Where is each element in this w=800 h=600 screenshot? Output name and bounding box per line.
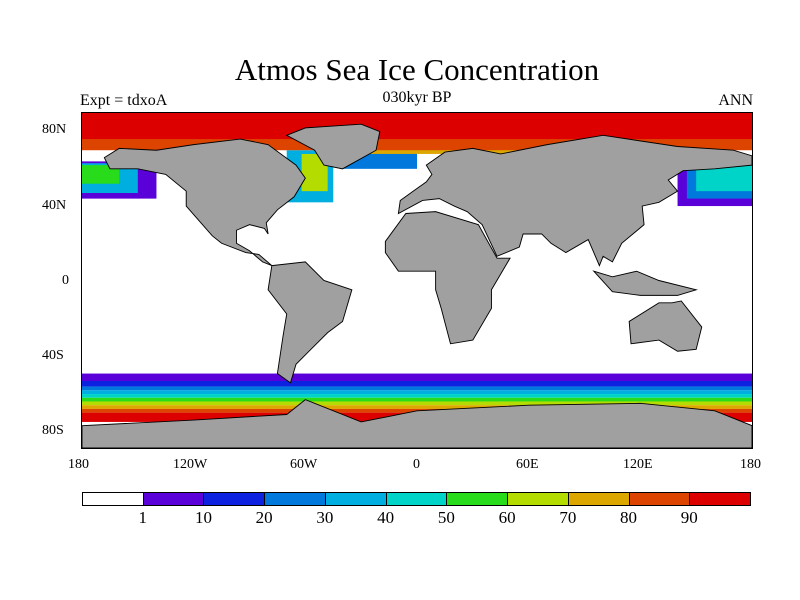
colorbar-label: 70 [559, 508, 577, 527]
colorbar-label: 10 [194, 508, 212, 527]
south-america [267, 261, 353, 384]
experiment-label: Expt = tdxoA [80, 92, 168, 109]
colorbar-label: 50 [437, 508, 455, 527]
plot-subtitle: 030kyr BP [382, 89, 452, 106]
colorbar-box [446, 492, 509, 506]
land [82, 123, 752, 448]
greenland [285, 123, 381, 170]
colorbar-label: 60 [498, 508, 516, 527]
indonesia [592, 270, 698, 296]
colorbar-box [324, 492, 387, 506]
colorbar-label: 20 [255, 508, 273, 527]
colorbar-label: 90 [680, 508, 698, 527]
colorbar-box [385, 492, 448, 506]
colorbar-box [82, 492, 144, 506]
lon-tick-0: 0 [413, 457, 420, 472]
lat-tick-40n: 40N [42, 198, 67, 213]
arctic-sea-ice [82, 113, 752, 207]
antarctica [82, 399, 752, 448]
sea-ice-map [81, 112, 753, 449]
colorbar-box [142, 492, 205, 506]
colorbar-box [507, 492, 569, 506]
lon-tick-60w: 60W [290, 457, 318, 472]
season-label: ANN [718, 92, 753, 109]
colorbar-box [567, 492, 630, 506]
lon-tick-60e: 60E [516, 457, 539, 472]
lon-tick-180e: 180 [740, 457, 761, 472]
north-america [103, 138, 306, 267]
africa [384, 211, 511, 345]
colorbar-box [689, 492, 751, 506]
lon-tick-120w: 120W [173, 457, 208, 472]
plot-title: Atmos Sea Ice Concentration [234, 52, 600, 87]
colorbar-box [264, 492, 326, 506]
colorbar-label: 40 [377, 508, 395, 527]
lon-tick-180w: 180 [68, 457, 89, 472]
lat-tick-40s: 40S [42, 348, 64, 363]
colorbar-box [203, 492, 266, 506]
lat-tick-80s: 80S [42, 423, 64, 438]
colorbar-label: 1 [138, 508, 147, 527]
australia [628, 300, 703, 352]
lat-tick-80n: 80N [42, 122, 67, 137]
colorbar-label: 30 [316, 508, 334, 527]
eurasia [397, 134, 752, 267]
colorbar-label: 80 [620, 508, 638, 527]
colorbar-box [628, 492, 691, 506]
lat-tick-0: 0 [62, 273, 69, 288]
lon-tick-120e: 120E [623, 457, 653, 472]
